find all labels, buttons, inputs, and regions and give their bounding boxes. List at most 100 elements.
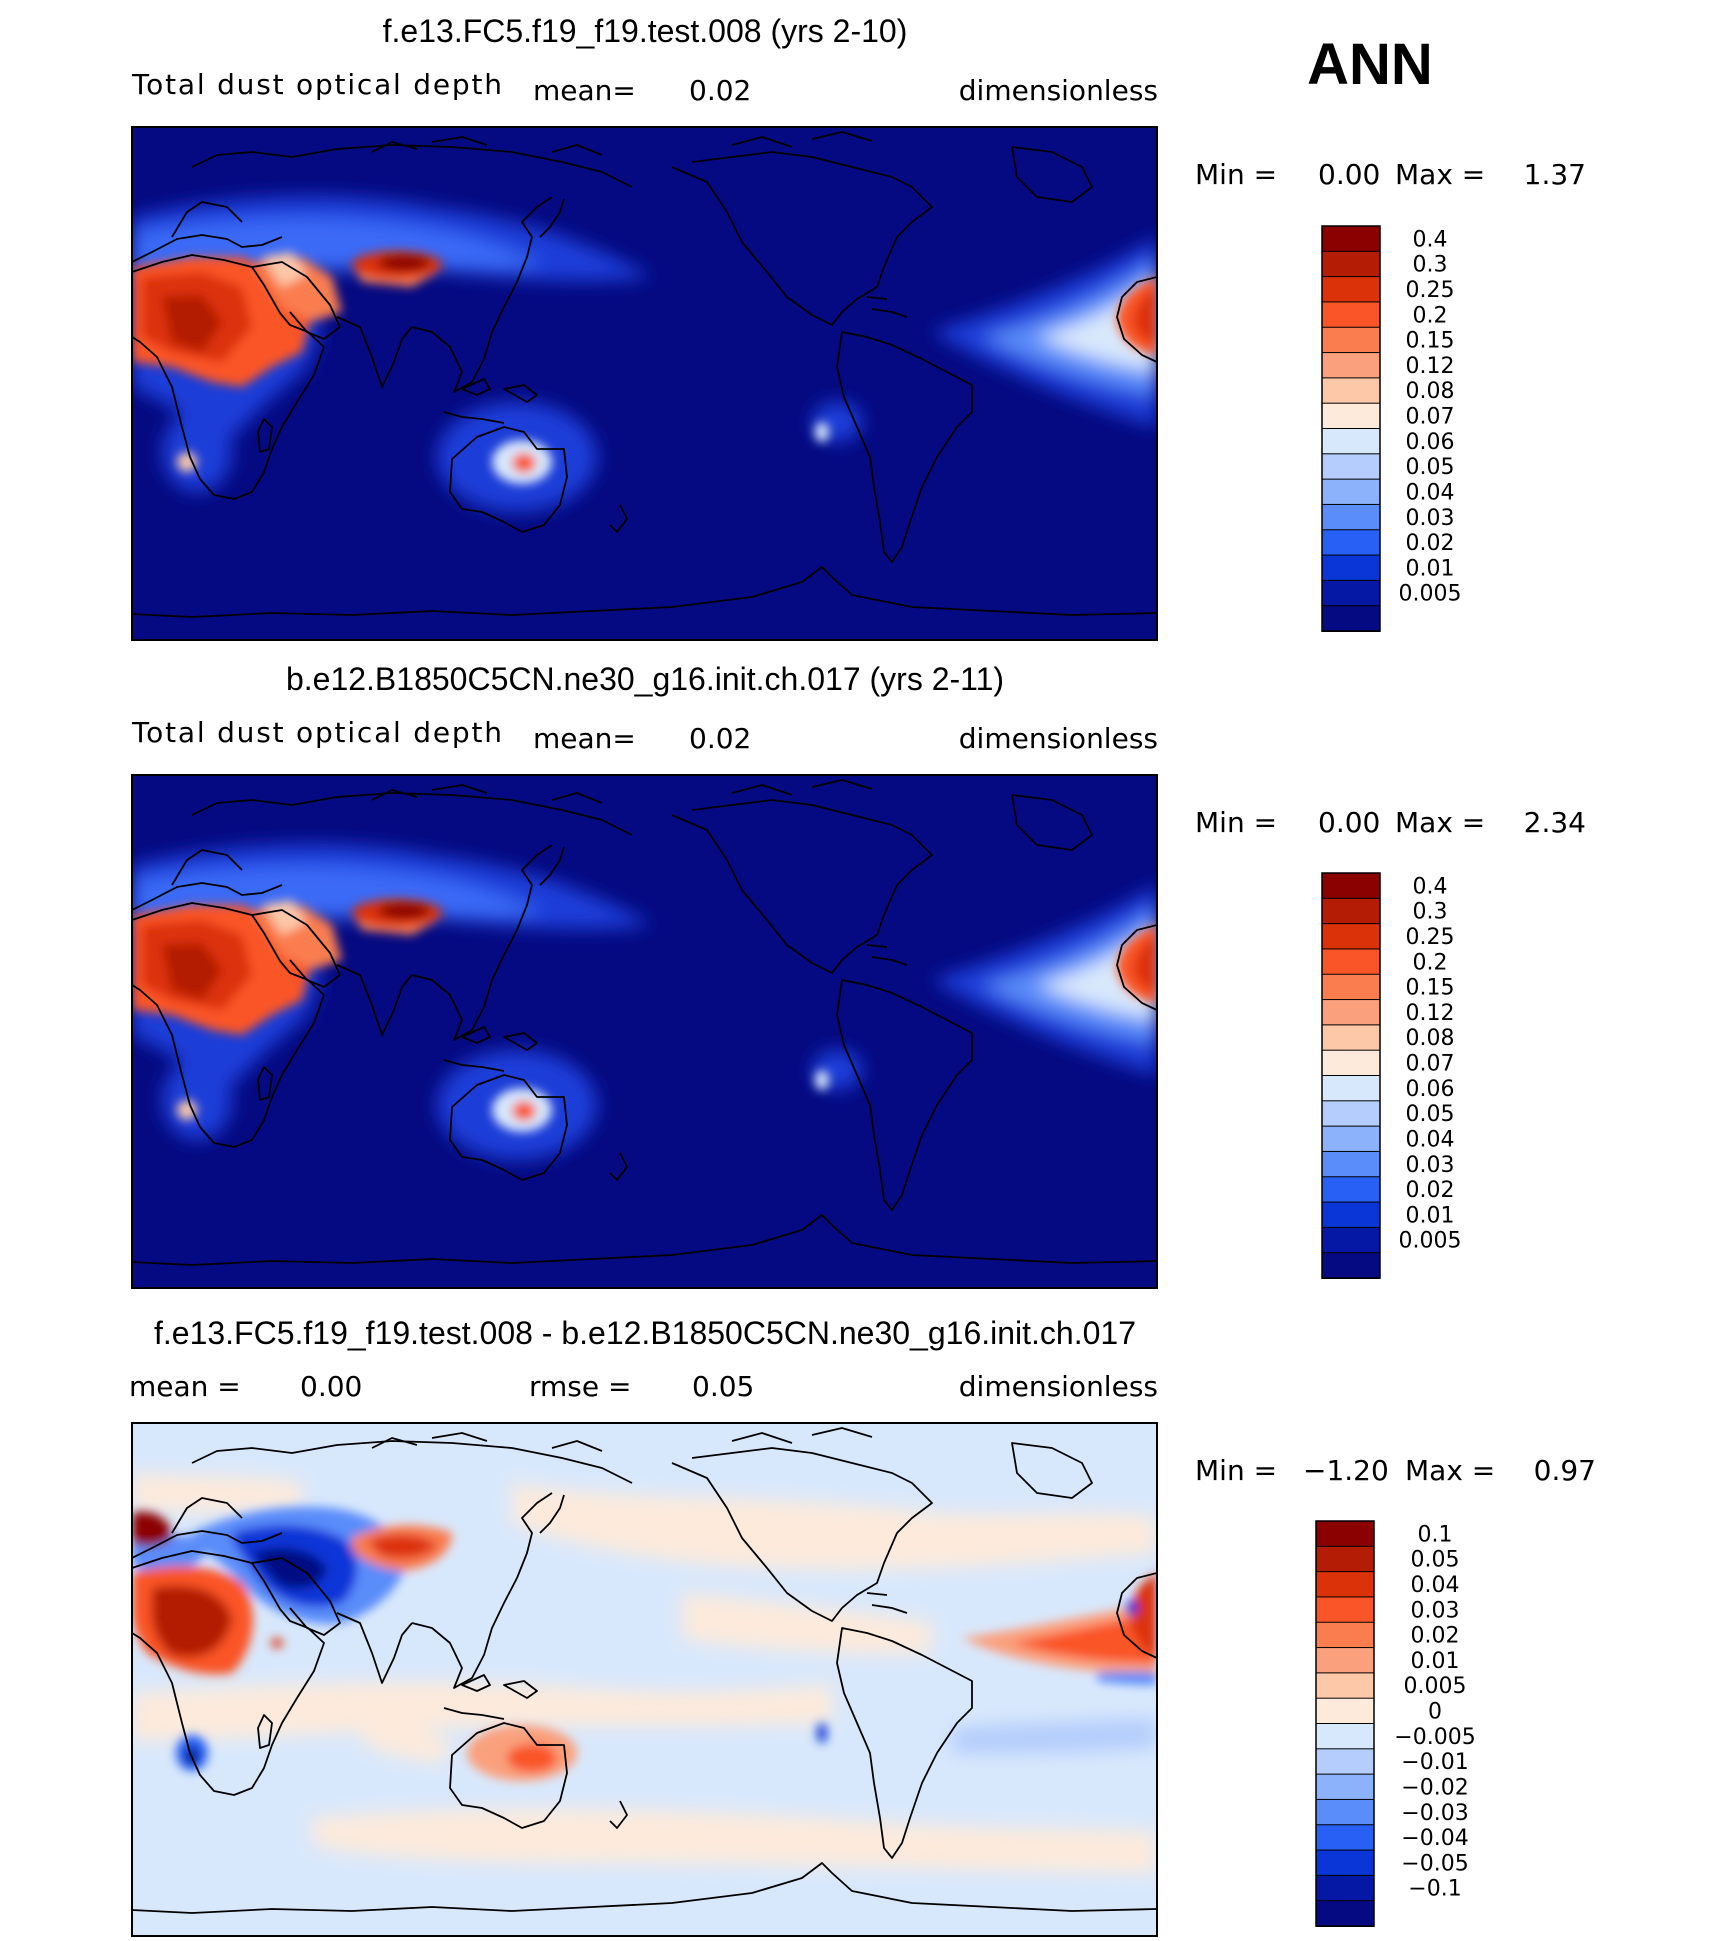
panel-1-mean-value: 0.02 — [689, 74, 751, 107]
colorbar-swatch — [1321, 1049, 1381, 1077]
colorbar-swatch — [1315, 1773, 1375, 1801]
panel-2-title: b.e12.B1850C5CN.ne30_g16.init.ch.017 (yr… — [286, 661, 1004, 697]
colorbar-swatch — [1321, 1024, 1381, 1052]
colorbar-swatch — [1321, 973, 1381, 1001]
colorbar-level-label: −0.05 — [1401, 1851, 1468, 1876]
colorbar-level-label: 0.06 — [1406, 1077, 1455, 1102]
colorbar-level-label: −0.01 — [1401, 1750, 1468, 1775]
colorbar-swatch — [1321, 1201, 1381, 1229]
panel-1-units: dimensionless — [959, 74, 1158, 107]
colorbar-swatch — [1321, 1150, 1381, 1178]
panel-1-colorbar: 0.40.30.250.20.150.120.080.070.060.050.0… — [1321, 225, 1462, 633]
colorbar-swatch — [1315, 1824, 1375, 1852]
panel-2-map-frame — [131, 774, 1158, 1289]
colorbar-swatch — [1321, 428, 1381, 455]
colorbar-level-label: 0.01 — [1406, 556, 1455, 581]
colorbar-level-label: 0.1 — [1418, 1522, 1453, 1547]
colorbar-level-label: 0.03 — [1406, 1153, 1455, 1178]
colorbar-swatch — [1321, 503, 1381, 531]
panel-3-min-value: −1.20 — [1303, 1454, 1389, 1487]
panel-2-min-value: 0.00 — [1318, 806, 1380, 839]
panel-2: b.e12.B1850C5CN.ne30_g16.init.ch.017 (yr… — [131, 661, 1586, 1289]
colorbar-swatch — [1321, 250, 1381, 278]
panel-2-mean-value: 0.02 — [689, 722, 751, 755]
colorbar-swatch — [1321, 897, 1381, 925]
colorbar-swatch — [1321, 554, 1381, 582]
panel-3-map-frame — [131, 1422, 1158, 1937]
panel-1-max-label: Max = — [1395, 158, 1485, 191]
colorbar-frame — [1315, 1520, 1375, 1927]
colorbar-swatch — [1321, 923, 1381, 950]
panel-3-colorbar: 0.10.050.040.030.020.010.0050−0.005−0.01… — [1315, 1520, 1476, 1927]
colorbar-swatch — [1321, 1125, 1381, 1153]
colorbar-level-label: 0.005 — [1399, 1229, 1462, 1254]
panel-1-min-label: Min = — [1195, 158, 1277, 191]
panel-3-units: dimensionless — [959, 1370, 1158, 1403]
colorbar-level-label: 0.3 — [1413, 253, 1448, 278]
colorbar-swatch — [1321, 402, 1381, 430]
colorbar-level-label: 0.12 — [1406, 1001, 1455, 1026]
colorbar-level-label: 0.02 — [1406, 1178, 1455, 1203]
colorbar-level-label: 0.08 — [1406, 1026, 1455, 1051]
colorbar-level-label: 0.4 — [1413, 874, 1448, 899]
colorbar-level-label: 0.2 — [1413, 950, 1448, 975]
colorbar-swatch — [1321, 1100, 1381, 1128]
colorbar-swatch — [1321, 453, 1381, 481]
panel-2-map — [132, 775, 1157, 1288]
colorbar-level-label: 0.05 — [1411, 1548, 1460, 1573]
colorbar-level-label: 0.05 — [1406, 1102, 1455, 1127]
colorbar-swatch — [1321, 605, 1381, 633]
colorbar-level-label: 0.15 — [1406, 329, 1455, 354]
colorbar-swatch — [1321, 1226, 1381, 1254]
colorbar-level-label: 0.03 — [1411, 1598, 1460, 1623]
colorbar-level-label: 0.25 — [1406, 278, 1455, 303]
colorbar-level-label: 0.01 — [1406, 1203, 1455, 1228]
colorbar-swatch — [1321, 1252, 1381, 1279]
panel-2-max-value: 2.34 — [1524, 806, 1586, 839]
panel-1-mean-label: mean= — [533, 74, 636, 107]
panel-1-map-frame — [131, 126, 1158, 641]
panel-2-units: dimensionless — [959, 722, 1158, 755]
colorbar-level-label: −0.1 — [1408, 1877, 1461, 1902]
panel-3-map — [132, 1423, 1157, 1936]
panel-1-map — [132, 127, 1157, 640]
panel-2-min-label: Min = — [1195, 806, 1277, 839]
colorbar-swatch — [1315, 1647, 1375, 1674]
colorbar-swatch — [1315, 1849, 1375, 1877]
colorbar-swatch — [1315, 1900, 1375, 1927]
panel-3-title: f.e13.FC5.f19_f19.test.008 - b.e12.B1850… — [154, 1315, 1136, 1351]
colorbar-level-label: 0.005 — [1399, 582, 1462, 607]
colorbar-swatch — [1315, 1697, 1375, 1725]
panel-1: f.e13.FC5.f19_f19.test.008 (yrs 2-10) To… — [131, 13, 1586, 641]
panel-3-max-value: 0.97 — [1534, 1454, 1596, 1487]
colorbar-frame — [1321, 225, 1381, 632]
panel-3-rmse-label: rmse = — [529, 1370, 631, 1403]
colorbar-swatch — [1321, 1176, 1381, 1204]
colorbar-level-label: −0.04 — [1401, 1826, 1468, 1851]
colorbar-swatch — [1315, 1748, 1375, 1776]
colorbar-level-label: 0.12 — [1406, 354, 1455, 379]
colorbar-swatch — [1321, 948, 1381, 976]
panel-2-max-label: Max = — [1395, 806, 1485, 839]
colorbar-level-label: 0.05 — [1406, 455, 1455, 480]
colorbar-swatch — [1315, 1596, 1375, 1624]
panel-1-title: f.e13.FC5.f19_f19.test.008 (yrs 2-10) — [383, 13, 908, 49]
colorbar-level-label: 0.4 — [1413, 227, 1448, 252]
colorbar-swatch — [1315, 1874, 1375, 1902]
colorbar-level-label: 0.01 — [1411, 1649, 1460, 1674]
colorbar-level-label: 0.02 — [1406, 531, 1455, 556]
panel-1-variable: Total dust optical depth — [131, 68, 502, 101]
colorbar-swatch — [1321, 579, 1381, 607]
colorbar-level-label: 0.08 — [1406, 379, 1455, 404]
colorbar-swatch — [1321, 301, 1381, 329]
panel-3-min-label: Min = — [1195, 1454, 1277, 1487]
colorbar-level-label: 0.02 — [1411, 1624, 1460, 1649]
colorbar-level-label: 0.06 — [1406, 430, 1455, 455]
colorbar-swatch — [1321, 478, 1381, 506]
panel-3-mean-label: mean = — [129, 1370, 241, 1403]
colorbar-swatch — [1315, 1571, 1375, 1598]
colorbar-level-label: −0.03 — [1401, 1801, 1468, 1826]
colorbar-swatch — [1321, 276, 1381, 303]
panel-3-max-label: Max = — [1405, 1454, 1495, 1487]
